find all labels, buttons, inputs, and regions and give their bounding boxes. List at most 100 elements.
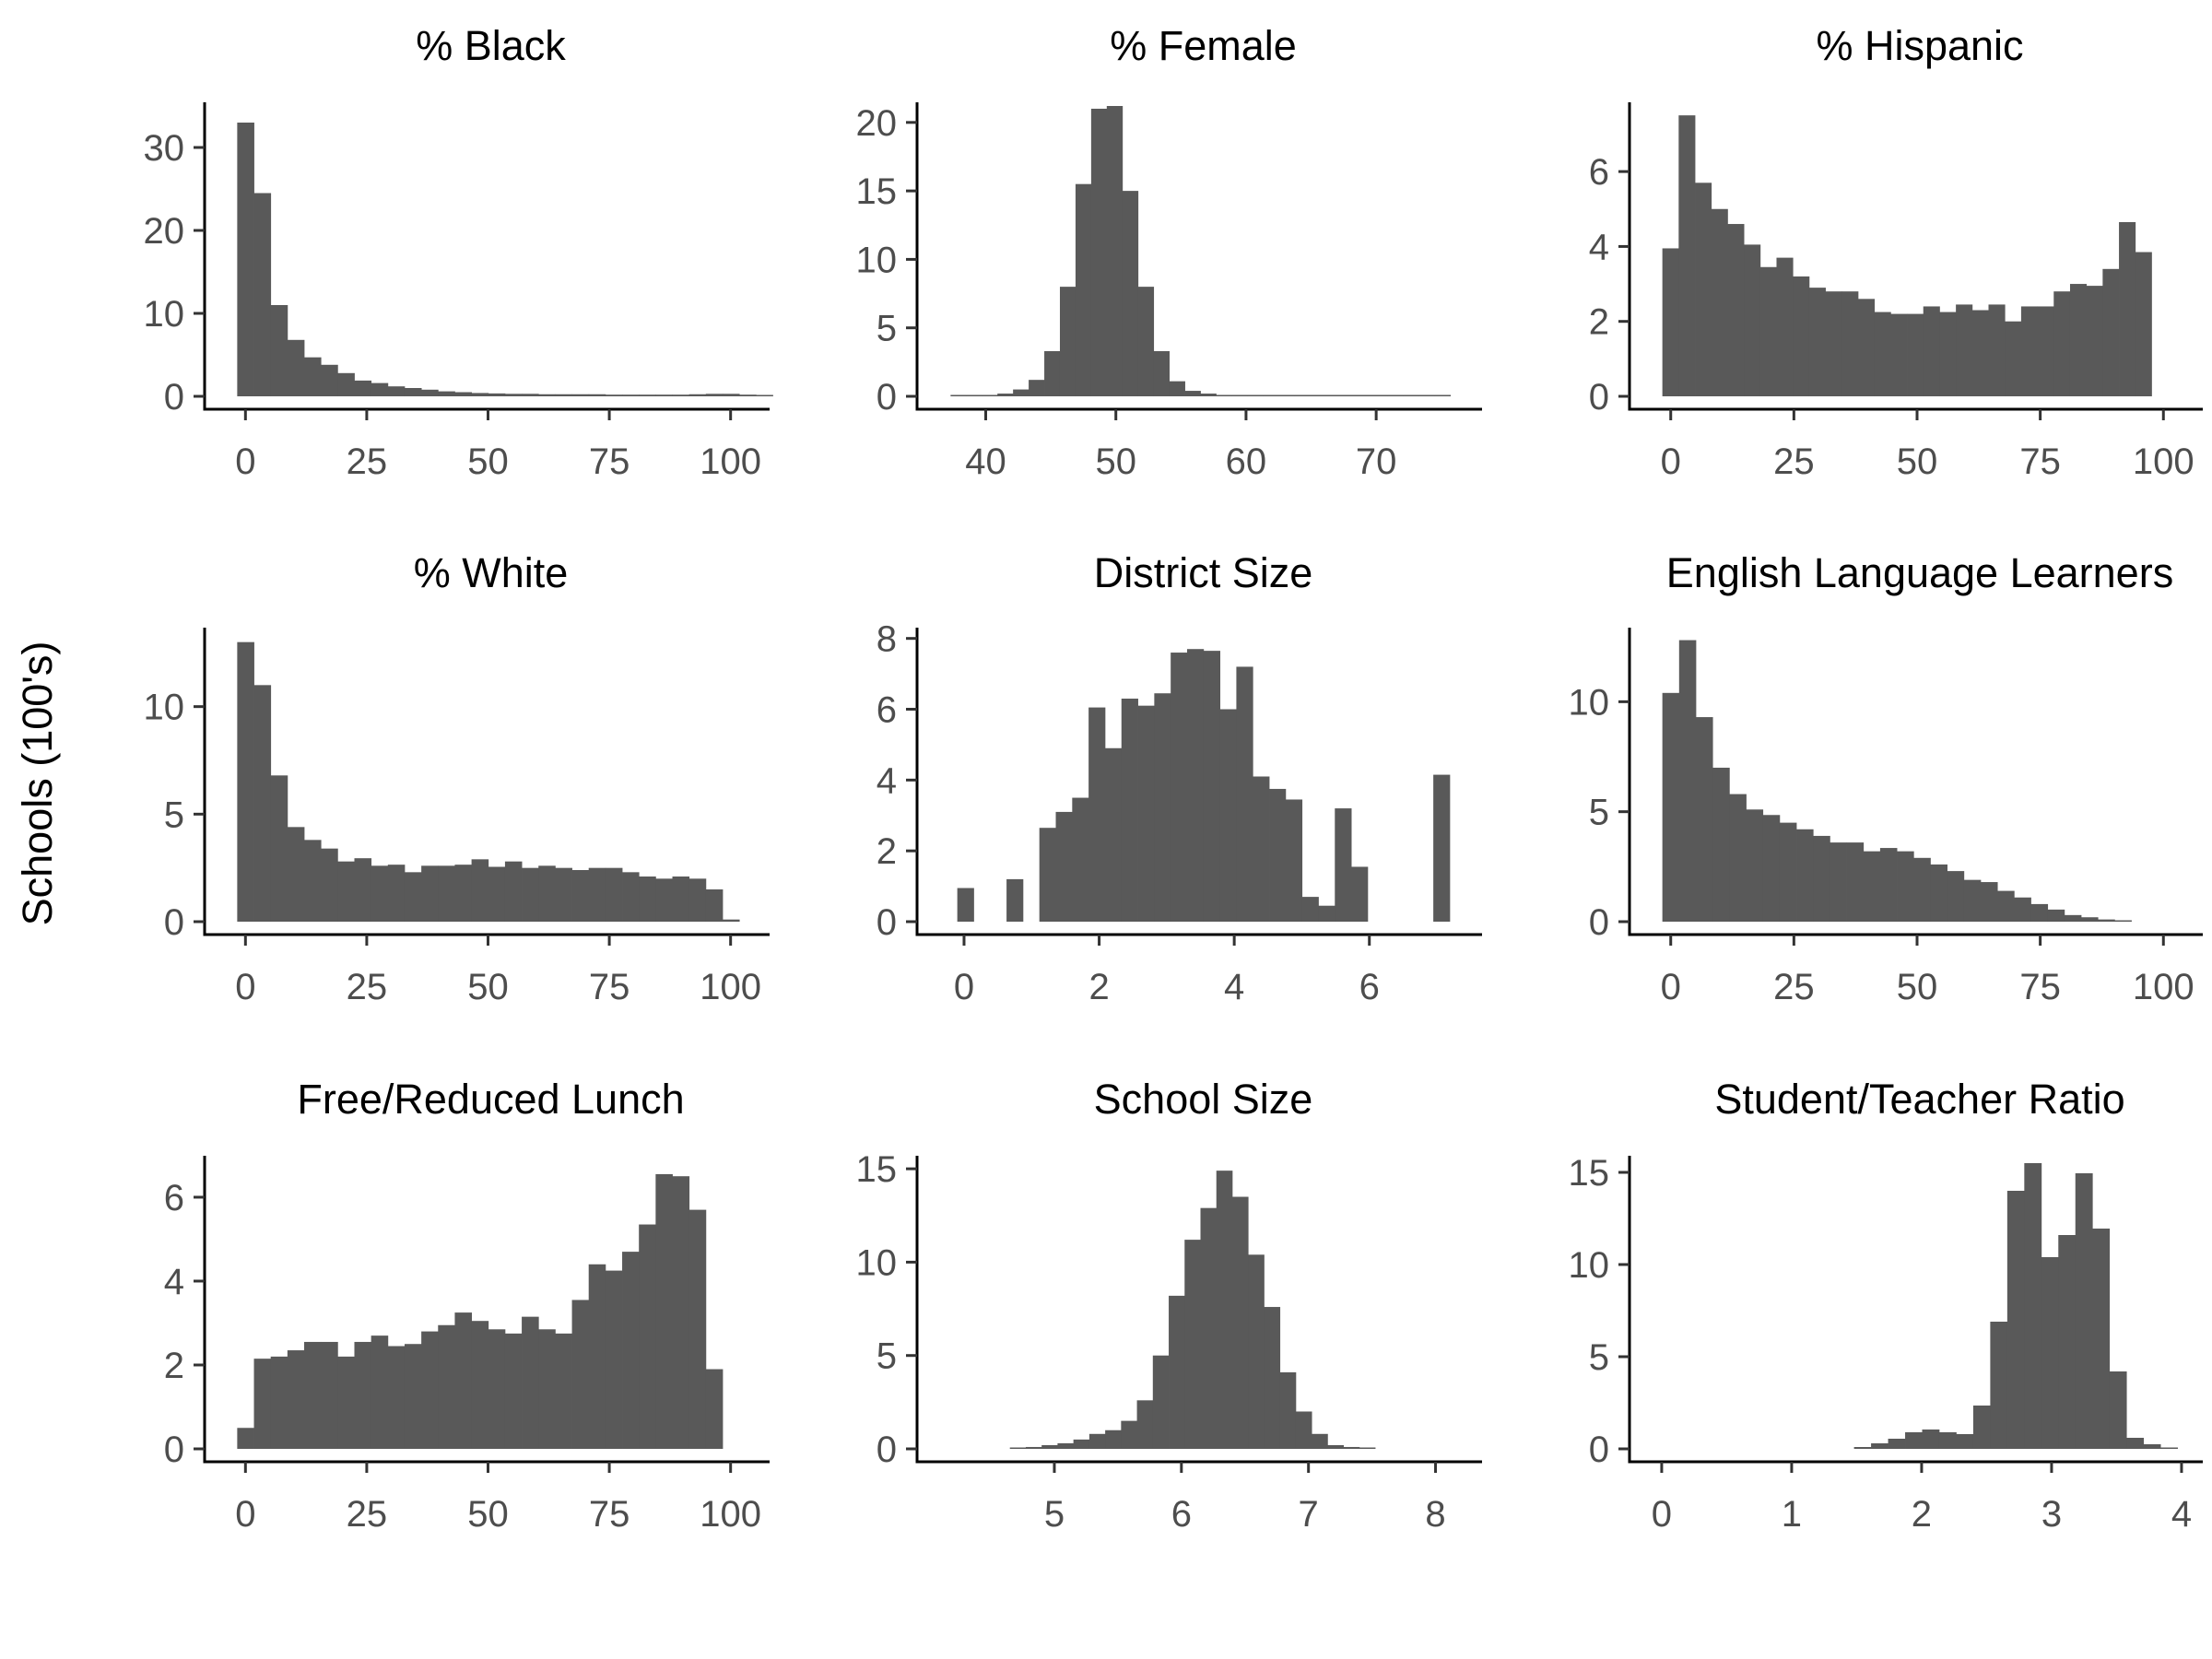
histogram-bar	[1025, 1446, 1042, 1449]
histogram-bar	[639, 394, 656, 396]
histogram-bar	[705, 394, 724, 396]
histogram-bar	[1136, 1400, 1154, 1449]
panel-title: Student/Teacher Ratio	[1714, 1076, 2124, 1123]
histogram-panel: Free/Reduced Lunch 0 2 4 6 0 25 50 75 100	[164, 1076, 770, 1535]
histogram-bar	[1759, 266, 1777, 396]
histogram-bar	[538, 1329, 556, 1449]
y-tick-label: 4	[164, 1262, 184, 1302]
histogram-bar	[639, 877, 656, 922]
histogram-bar	[1231, 394, 1248, 396]
histogram-bar	[688, 394, 707, 396]
histogram-bar	[1184, 391, 1201, 396]
histogram-bar	[304, 357, 322, 396]
histogram-bar	[488, 866, 506, 922]
histogram-bar	[1013, 389, 1030, 396]
histogram-bar	[1041, 1444, 1058, 1449]
histogram-bar	[253, 193, 272, 396]
histogram-panel: % Female 0 5 10 15 20 40 50 60 70	[856, 22, 1482, 482]
histogram-bar	[1403, 394, 1420, 396]
histogram-bar	[605, 867, 623, 922]
histogram-bar	[1009, 1447, 1027, 1449]
histogram-bar	[2053, 291, 2071, 396]
histogram-bar	[1327, 1444, 1344, 1449]
histogram-bar	[1073, 1439, 1090, 1449]
histogram-bars	[1662, 640, 2132, 923]
histogram-bar	[287, 339, 305, 396]
y-tick-label: 10	[144, 688, 185, 728]
histogram-bar	[421, 389, 439, 396]
histogram-panel: District Size 0 2 4 6 8 0 2 4 6	[877, 549, 1482, 1007]
histogram-bar	[1433, 774, 1451, 922]
x-tick-label: 25	[347, 441, 388, 482]
y-tick-label: 15	[856, 171, 898, 212]
histogram-bar	[1184, 1240, 1201, 1449]
histogram-bar	[387, 1346, 406, 1449]
y-tick-label: 6	[1589, 152, 1609, 193]
histogram-bar	[270, 775, 288, 922]
histogram-bar	[2092, 1229, 2111, 1449]
histogram-bar	[488, 1329, 506, 1449]
histogram-bar	[538, 865, 556, 922]
histogram-bar	[2041, 1257, 2059, 1449]
histogram-panel: % Black 0 10 20 30 0 25 50 75 100	[144, 22, 773, 482]
histogram-bar	[639, 1224, 656, 1449]
x-tick-label: 75	[2019, 967, 2061, 1007]
histogram-bar	[1325, 394, 1342, 396]
histogram-bar	[1088, 707, 1106, 922]
histogram-bar	[237, 1428, 254, 1449]
y-tick-label: 0	[1589, 1430, 1609, 1470]
y-tick-label: 6	[877, 690, 897, 731]
histogram-bar	[304, 1341, 322, 1449]
x-tick-label: 0	[1661, 441, 1681, 482]
histogram-bar	[2086, 286, 2103, 396]
histogram-bar	[1871, 1443, 1888, 1449]
histogram-bar	[688, 878, 707, 922]
y-tick-label: 5	[1589, 1337, 1609, 1378]
histogram-bar	[1846, 842, 1865, 922]
histogram-bar	[2047, 909, 2065, 923]
histogram-bar	[1216, 1171, 1233, 1449]
histogram-bar	[1793, 276, 1810, 396]
histogram-bar	[655, 1173, 673, 1449]
histogram-bar	[1371, 394, 1389, 396]
histogram-bar	[321, 364, 338, 396]
histogram-bar	[1662, 692, 1680, 922]
histogram-bar	[588, 1264, 606, 1449]
histogram-bar	[471, 859, 489, 922]
histogram-bar	[2075, 1173, 2093, 1449]
histogram-bar	[337, 1356, 355, 1449]
histogram-bar	[1295, 1411, 1312, 1449]
x-tick-label: 100	[700, 1494, 761, 1535]
histogram-bar	[997, 394, 1014, 396]
y-tick-label: 15	[856, 1149, 898, 1190]
histogram-bar	[421, 1331, 439, 1449]
histogram-bar	[1186, 649, 1205, 922]
histogram-bars	[237, 641, 740, 922]
y-tick-label: 5	[164, 794, 184, 835]
y-tick-label: 10	[1569, 1245, 1610, 1286]
histogram-bar	[1152, 1355, 1170, 1449]
histogram-bar	[1248, 1254, 1265, 1449]
histogram-bar	[1830, 842, 1847, 922]
histogram-bar	[1088, 1433, 1106, 1449]
histogram-bar	[1121, 698, 1138, 922]
histogram-bar	[1269, 788, 1287, 922]
histogram-bar	[1294, 394, 1311, 396]
histogram-bar	[1055, 811, 1073, 922]
histogram-bar	[1154, 693, 1171, 922]
histogram-bar	[1744, 244, 1761, 396]
x-tick-label: 50	[467, 1494, 509, 1535]
histogram-bar	[1939, 312, 1957, 396]
x-tick-label: 25	[347, 1494, 388, 1535]
y-tick-label: 5	[877, 1336, 897, 1377]
histogram-bar	[739, 394, 757, 396]
histogram-bar	[371, 382, 389, 396]
histogram-bar	[1359, 1447, 1376, 1449]
histogram-bar	[321, 1341, 338, 1449]
y-tick-label: 30	[144, 128, 185, 169]
histogram-bar	[1387, 394, 1405, 396]
panel-title: School Size	[1094, 1076, 1313, 1123]
histogram-bar	[371, 1335, 389, 1449]
histogram-bar	[387, 386, 406, 396]
